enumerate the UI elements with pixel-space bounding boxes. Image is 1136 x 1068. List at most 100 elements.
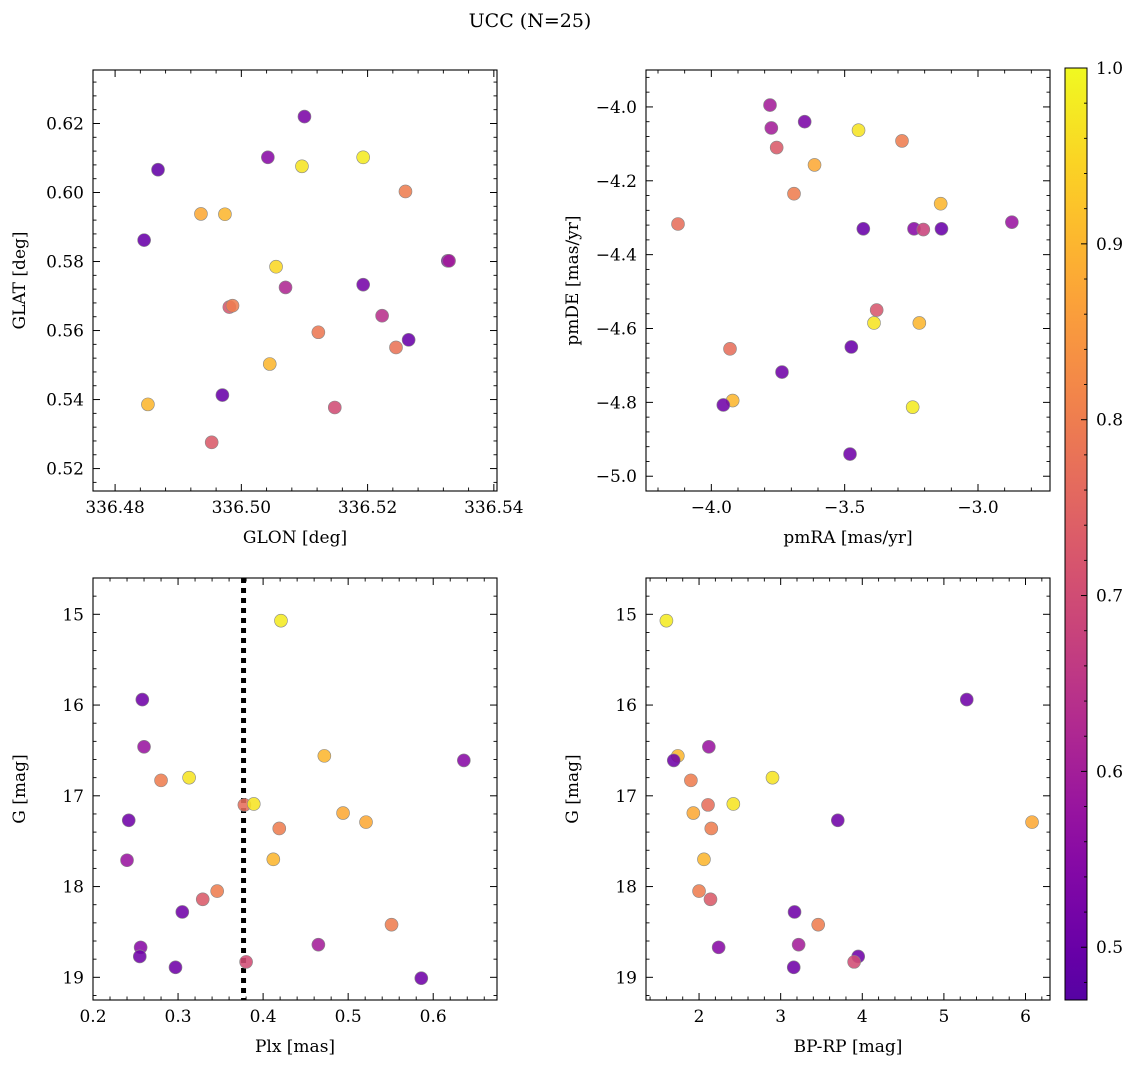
data-point xyxy=(787,905,802,919)
y-tick-label: 18 xyxy=(62,878,84,898)
data-point xyxy=(154,773,168,788)
y-tick-label: −4.6 xyxy=(596,320,637,340)
data-point xyxy=(151,162,165,177)
data-point xyxy=(807,158,822,172)
data-point xyxy=(797,114,812,129)
y-tick-label: −4.0 xyxy=(596,98,637,118)
y-tick-label: 0.56 xyxy=(46,322,84,342)
data-point xyxy=(851,123,866,137)
y-axis-label: G [mag] xyxy=(563,754,583,823)
y-tick-label: −4.8 xyxy=(596,393,637,413)
data-point xyxy=(137,739,151,754)
data-point xyxy=(716,398,731,412)
data-point xyxy=(856,221,871,236)
data-point xyxy=(787,186,801,201)
colorbar-tick-label: 0.5 xyxy=(1096,938,1123,958)
x-tick-label: 0.6 xyxy=(420,1007,447,1027)
data-point xyxy=(704,821,719,836)
data-point xyxy=(769,140,784,155)
data-point xyxy=(867,316,881,330)
data-point xyxy=(272,821,287,836)
data-point xyxy=(1025,815,1039,829)
data-point xyxy=(723,342,737,356)
data-point xyxy=(141,397,155,412)
data-point xyxy=(659,613,674,628)
data-point xyxy=(246,797,261,811)
colorbar-tick-label: 0.6 xyxy=(1096,762,1123,782)
x-tick-label: 4 xyxy=(857,1007,868,1027)
data-point xyxy=(389,340,403,355)
data-point xyxy=(132,949,147,964)
x-tick-label: 0.4 xyxy=(250,1007,277,1027)
data-point xyxy=(786,960,801,975)
panel-4: 2 3 4 5 6 15 16 17 18 19 BP-RP [mag] G [mag] xyxy=(563,577,1051,1057)
x-tick-label: 336.52 xyxy=(338,498,397,518)
data-point xyxy=(359,815,373,829)
data-point xyxy=(336,806,350,820)
data-point xyxy=(830,813,845,828)
data-point xyxy=(775,365,789,379)
axes-frame xyxy=(645,69,1051,492)
figure-title: UCC (N=25) xyxy=(469,10,592,32)
colorbar-tick-label: 0.7 xyxy=(1096,587,1123,607)
data-point xyxy=(295,159,309,174)
y-tick-label: 19 xyxy=(62,968,84,988)
data-point xyxy=(442,254,456,268)
data-point xyxy=(398,184,413,199)
x-tick-label: 0.2 xyxy=(79,1007,106,1027)
data-point xyxy=(933,196,948,211)
data-point xyxy=(401,333,416,347)
y-tick-label: 0.54 xyxy=(46,391,84,411)
data-point xyxy=(916,222,931,237)
x-tick-label: 336.48 xyxy=(85,498,144,518)
data-point xyxy=(711,940,726,955)
data-point xyxy=(384,917,399,932)
panel-1: 336.48 336.50 336.52 336.54 0.52 0.54 0.56 0.58… xyxy=(10,69,524,548)
y-tick-label: 15 xyxy=(62,605,84,625)
data-point xyxy=(847,955,861,969)
panel-3: 0.2 0.3 0.4 0.5 0.6 15 16 17 18 19 Plx [mas] G [mag… xyxy=(10,577,498,1057)
x-tick-label: 5 xyxy=(938,1007,949,1027)
data-point xyxy=(375,308,389,323)
y-tick-label: 0.52 xyxy=(46,460,84,480)
x-tick-label: 3 xyxy=(775,1007,786,1027)
data-point xyxy=(195,892,210,907)
data-point xyxy=(121,813,136,828)
data-point xyxy=(697,852,711,867)
data-point xyxy=(274,613,288,628)
y-tick-label: −5.0 xyxy=(596,467,637,487)
data-point xyxy=(726,797,741,811)
data-point xyxy=(278,280,293,295)
data-point xyxy=(457,753,471,768)
data-point xyxy=(182,770,196,785)
data-point xyxy=(671,217,685,231)
data-point xyxy=(666,753,681,768)
y-tick-label: 0.60 xyxy=(46,184,84,204)
y-tick-label: 0.58 xyxy=(46,253,84,273)
y-axis-label: G [mag] xyxy=(10,754,30,823)
data-point xyxy=(763,98,777,112)
data-point xyxy=(905,400,920,414)
y-tick-label: 17 xyxy=(615,787,637,807)
y-tick-label: 15 xyxy=(615,605,637,625)
data-point xyxy=(194,207,208,221)
x-tick-label: 336.50 xyxy=(212,498,271,518)
data-point xyxy=(269,259,283,274)
data-point xyxy=(702,739,716,754)
data-point xyxy=(297,109,312,124)
y-axis-label: GLAT [deg] xyxy=(10,231,30,329)
data-point xyxy=(843,447,857,461)
data-point xyxy=(1005,215,1019,229)
data-point xyxy=(135,692,150,707)
colorbar-tick-label: 0.8 xyxy=(1096,411,1123,431)
x-axis-label: pmRA [mas/yr] xyxy=(783,528,912,548)
data-point xyxy=(210,884,224,898)
axes-frame xyxy=(92,69,498,492)
data-point xyxy=(811,917,826,932)
y-tick-label: 18 xyxy=(615,878,637,898)
x-tick-label: −3.5 xyxy=(824,498,865,518)
y-axis-label: pmDE [mas/yr] xyxy=(563,215,583,345)
y-tick-label: 0.62 xyxy=(46,114,84,134)
x-tick-label: 0.3 xyxy=(165,1007,192,1027)
